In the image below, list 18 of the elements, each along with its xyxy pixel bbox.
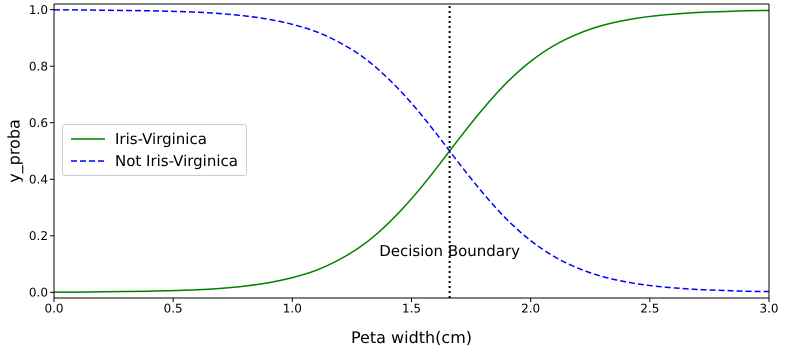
y-tick-label: 0.2: [28, 229, 48, 244]
y-tick-label: 0.8: [28, 59, 48, 74]
y-tick-label: 0.6: [28, 116, 48, 130]
y-tick-label: 0.4: [28, 172, 48, 187]
x-tick-label: 0.0: [44, 302, 64, 316]
y-tick-label: 0.0: [28, 286, 48, 300]
y-axis-title: y_proba: [4, 119, 24, 183]
y-tick-label: 1.0: [28, 2, 48, 17]
x-axis-title: Peta width(cm): [350, 328, 472, 347]
x-tick-label: 1.5: [402, 302, 422, 316]
x-tick-label: 1.0: [282, 302, 302, 316]
x-tick-label: 2.0: [521, 302, 540, 316]
ref-line-label: Decision Boundary: [379, 242, 520, 260]
legend-label: Iris-Virginica: [115, 129, 207, 150]
x-tick-label: 2.5: [640, 302, 660, 316]
x-tick-label: 0.5: [164, 302, 183, 316]
legend-label: Not Iris-Virginica: [115, 151, 238, 172]
x-tick-label: 3.0: [759, 302, 779, 316]
